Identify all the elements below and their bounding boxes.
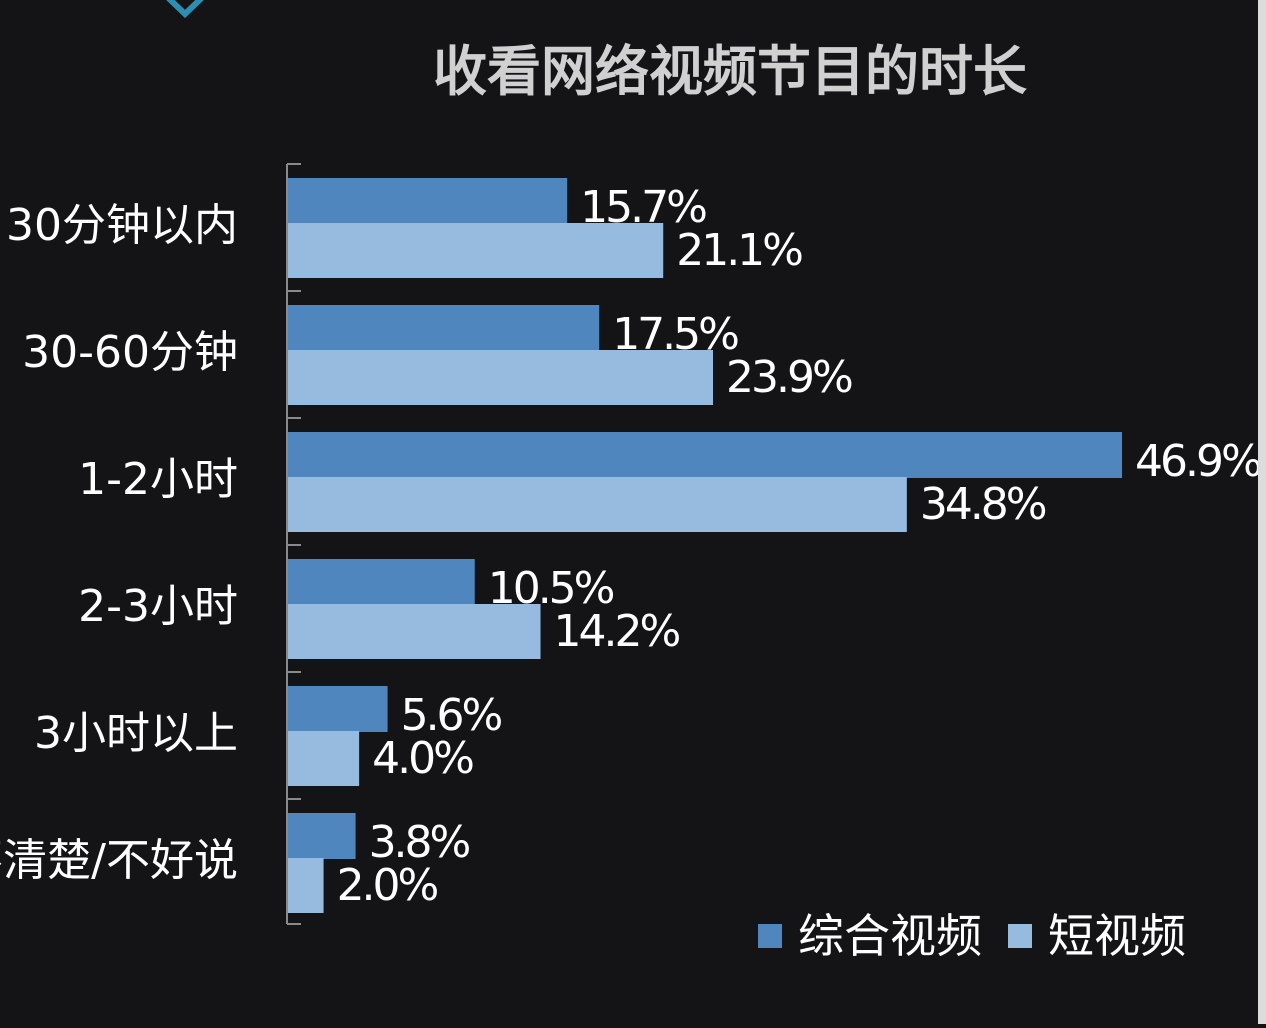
data-labels-group: 15.7%21.1% 17.5%23.9% 46.9% 34.8% 10.5%14.2%… — [337, 182, 1264, 911]
bar-series-2 — [288, 731, 360, 786]
chart-title: 收看网络视频节目的时长 — [433, 40, 1027, 103]
data-label: 17.5% — [612, 309, 738, 360]
bar-series-2 — [288, 350, 714, 405]
legend: 综合视频 短视频 — [758, 909, 1186, 963]
logo-corner-icon — [166, 0, 204, 19]
legend-swatch — [758, 924, 782, 948]
category-label: 1-2小时 — [78, 454, 238, 505]
bars-group — [288, 178, 1122, 913]
data-label: 34.8% — [920, 479, 1046, 530]
bar-series-2 — [288, 604, 541, 659]
category-label: 不清楚/不好说 — [0, 835, 238, 886]
bar-series-1 — [288, 305, 600, 351]
category-label: 3小时以上 — [34, 708, 238, 759]
data-label: 3.8% — [369, 817, 470, 868]
legend-swatch — [1008, 924, 1032, 948]
data-label: 10.5% — [488, 563, 614, 614]
legend-label: 短视频 — [1048, 909, 1186, 963]
bar-series-1 — [288, 686, 388, 732]
bar-series-1 — [288, 813, 356, 859]
page-edge-strip — [1258, 0, 1266, 1024]
category-label: 2-3小时 — [78, 581, 238, 632]
bar-series-1 — [288, 432, 1122, 478]
bar-series-1 — [288, 559, 475, 605]
bar-series-2 — [288, 477, 907, 532]
bar-series-2 — [288, 223, 664, 278]
data-label: 15.7% — [580, 182, 706, 233]
bar-series-2 — [288, 858, 324, 913]
category-labels-group: 30分钟以内 30-60分钟 1-2小时 2-3小时 3小时以上不清楚/不好说 — [0, 200, 238, 886]
data-label: 14.2% — [554, 606, 680, 657]
data-label: 5.6% — [401, 690, 502, 741]
data-label: 46.9% — [1135, 436, 1261, 487]
category-label: 30分钟以内 — [6, 200, 238, 251]
y-axis — [286, 163, 301, 925]
data-label: 23.9% — [726, 352, 852, 403]
data-label: 21.1% — [676, 225, 802, 276]
data-label: 4.0% — [372, 733, 473, 784]
legend-label: 综合视频 — [798, 909, 982, 963]
data-label: 2.0% — [337, 860, 438, 911]
category-label: 30-60分钟 — [22, 327, 238, 378]
bar-series-1 — [288, 178, 568, 224]
